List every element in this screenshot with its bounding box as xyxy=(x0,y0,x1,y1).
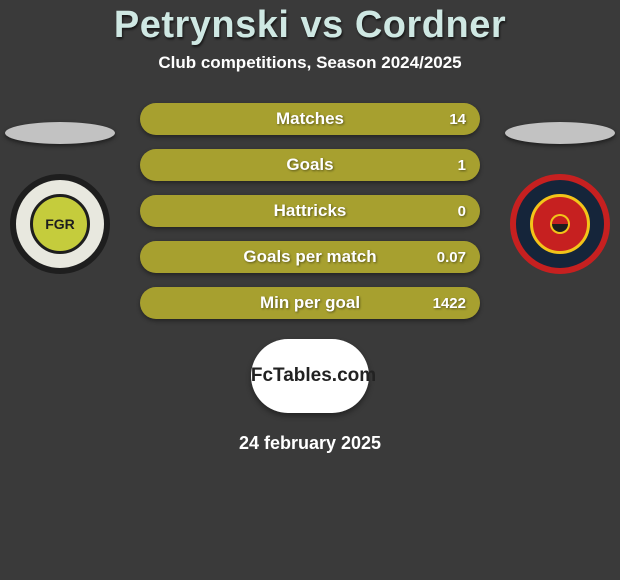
stat-value-right: 0 xyxy=(458,203,466,220)
stat-value-right: 14 xyxy=(449,111,466,128)
stat-row: Goals per match 0.07 xyxy=(140,241,480,273)
left-ellipse xyxy=(5,122,115,144)
stat-label: Matches xyxy=(276,109,344,129)
stat-row: Hattricks 0 xyxy=(140,195,480,227)
stat-label: Goals per match xyxy=(243,247,376,267)
source-badge: FcTables.com xyxy=(251,339,369,413)
comparison-card: Petrynski vs Cordner Club competitions, … xyxy=(0,0,620,580)
right-player-column xyxy=(500,122,620,274)
stat-row: Min per goal 1422 xyxy=(140,287,480,319)
stat-rows: Matches 14 Goals 1 Hattricks 0 Goals per… xyxy=(140,103,480,319)
right-ellipse xyxy=(505,122,615,144)
left-player-column: FGR xyxy=(0,122,120,274)
stat-label: Hattricks xyxy=(274,201,347,221)
stat-value-right: 1 xyxy=(458,157,466,174)
right-crest-ball-icon xyxy=(546,210,574,238)
stat-value-right: 1422 xyxy=(433,295,466,312)
stat-value-right: 0.07 xyxy=(437,249,466,266)
right-crest-center xyxy=(530,194,590,254)
subtitle: Club competitions, Season 2024/2025 xyxy=(158,53,461,73)
page-title: Petrynski vs Cordner xyxy=(114,4,506,47)
stat-label: Goals xyxy=(286,155,333,175)
stat-row: Matches 14 xyxy=(140,103,480,135)
left-crest-center: FGR xyxy=(30,194,90,254)
stat-label: Min per goal xyxy=(260,293,360,313)
date-text: 24 february 2025 xyxy=(239,433,381,454)
left-club-crest: FGR xyxy=(10,174,110,274)
stat-row: Goals 1 xyxy=(140,149,480,181)
right-club-crest xyxy=(510,174,610,274)
source-badge-label: FcTables.com xyxy=(251,365,376,387)
left-crest-text: FGR xyxy=(45,216,75,232)
